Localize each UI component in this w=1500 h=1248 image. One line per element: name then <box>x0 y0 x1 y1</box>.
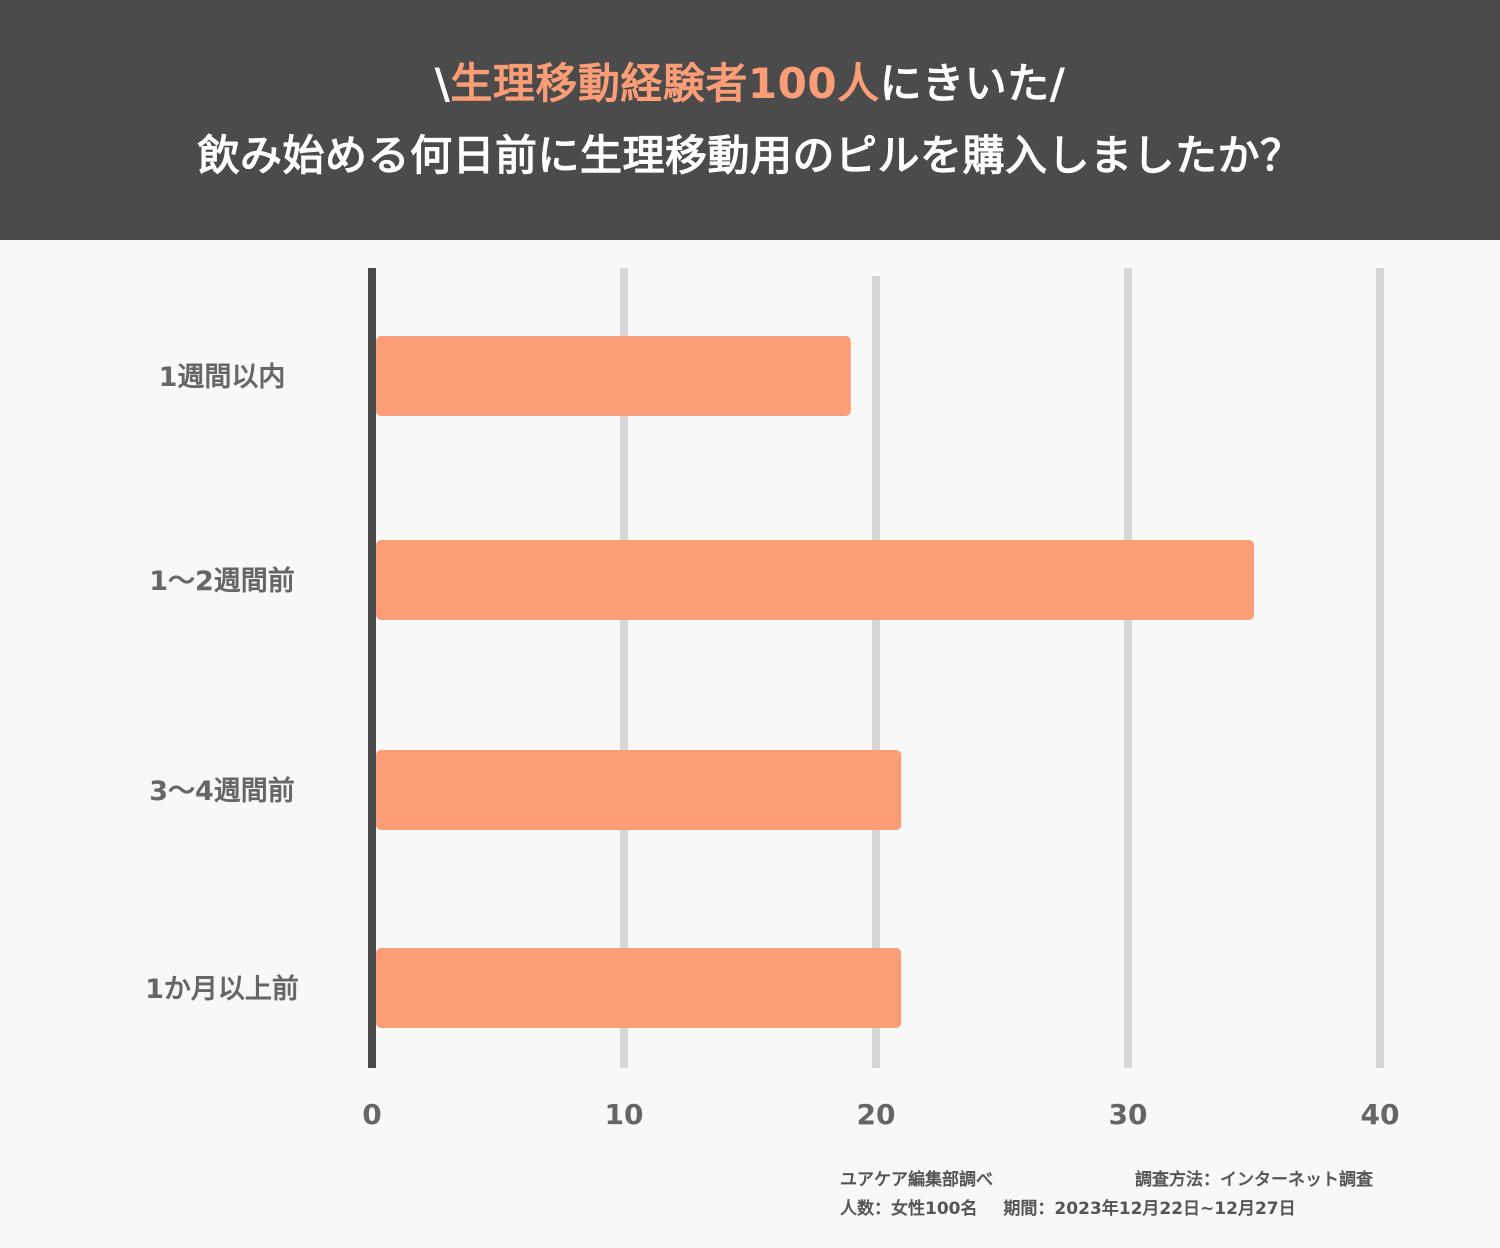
bar-4 <box>376 948 902 1028</box>
title-prefix: \ <box>434 59 451 108</box>
category-label-1: 1週間以内 <box>159 362 286 393</box>
period-note: 期間：2023年12月22日~12月27日 <box>1003 1199 1296 1219</box>
footer-notes: ユアケア編集部調べ 調査方法：インターネット調査 人数：女性100名 期間：20… <box>840 1166 1460 1224</box>
bar-chart: 0 10 20 30 40 1週間以内 1〜2週間前 3〜4週間前 1か月以上前 <box>145 268 1400 1131</box>
chart-header: \生理移動経験者100人にきいた/ 飲み始める何日前に生理移動用のピルを購入しま… <box>0 0 1500 240</box>
x-tick-label-40: 40 <box>1361 1098 1400 1131</box>
x-tick-label-30: 30 <box>1109 1098 1148 1131</box>
title-suffix: にきいた/ <box>879 59 1066 108</box>
x-tick-label-20: 20 <box>857 1098 896 1131</box>
title-line-1: \生理移動経験者100人にきいた/ <box>435 48 1066 120</box>
title-line-2: 飲み始める何日前に生理移動用のピルを購入しましたか？ <box>197 131 1303 180</box>
category-label-2: 1〜2週間前 <box>149 565 295 597</box>
category-label-3: 3〜4週間前 <box>149 775 295 807</box>
bar-1 <box>376 336 851 416</box>
method-note: 調査方法：インターネット調査 <box>1135 1170 1373 1190</box>
respondents-note: 人数：女性100名 <box>840 1199 978 1219</box>
x-tick-label-0: 0 <box>362 1098 381 1131</box>
title-accent: 生理移動経験者100人 <box>450 59 880 108</box>
category-label-4: 1か月以上前 <box>145 973 299 1005</box>
x-tick-label-10: 10 <box>605 1098 644 1131</box>
bar-2 <box>376 540 1254 620</box>
bar-3 <box>376 750 902 830</box>
source-note: ユアケア編集部調べ <box>840 1170 993 1190</box>
